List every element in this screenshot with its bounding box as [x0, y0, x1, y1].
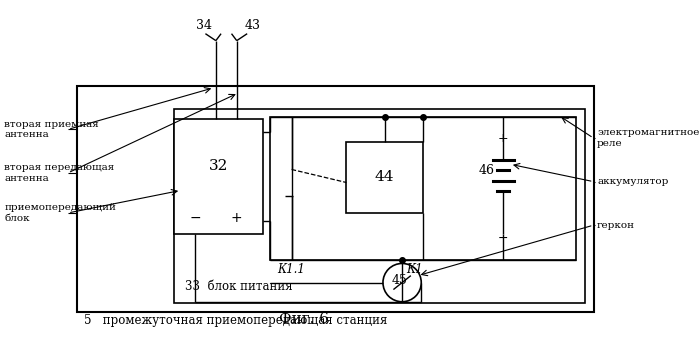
Text: −: − — [189, 211, 201, 225]
Text: вторая приемная
антенна: вторая приемная антенна — [4, 120, 99, 139]
Text: 43: 43 — [245, 19, 261, 32]
Bar — [174, 119, 263, 234]
Text: геркон: геркон — [597, 221, 635, 230]
Text: 5   промежуточная приемопередающая станция: 5 промежуточная приемопередающая станция — [84, 314, 387, 327]
Text: К1.1: К1.1 — [278, 263, 305, 277]
Text: вторая передающая
антенна: вторая передающая антенна — [4, 163, 115, 182]
Bar — [174, 109, 585, 304]
Text: 34: 34 — [196, 19, 212, 32]
Text: 32: 32 — [209, 159, 228, 173]
Text: −: − — [498, 232, 508, 245]
Bar — [270, 117, 576, 260]
Text: 45: 45 — [391, 274, 408, 287]
Text: 46: 46 — [478, 164, 494, 177]
Text: 33  блок питания: 33 блок питания — [185, 280, 292, 293]
Text: приемопередающий
блок: приемопередающий блок — [4, 203, 116, 223]
Text: +: + — [498, 132, 508, 145]
Text: 44: 44 — [375, 170, 394, 184]
Text: аккумулятор: аккумулятор — [597, 177, 668, 186]
Text: К1: К1 — [406, 263, 423, 277]
Text: Фиг. 6: Фиг. 6 — [279, 312, 329, 326]
Text: электромагнитное
реле: электромагнитное реле — [597, 129, 699, 148]
Bar — [77, 86, 593, 312]
Text: +: + — [231, 211, 243, 225]
Bar — [347, 142, 423, 213]
